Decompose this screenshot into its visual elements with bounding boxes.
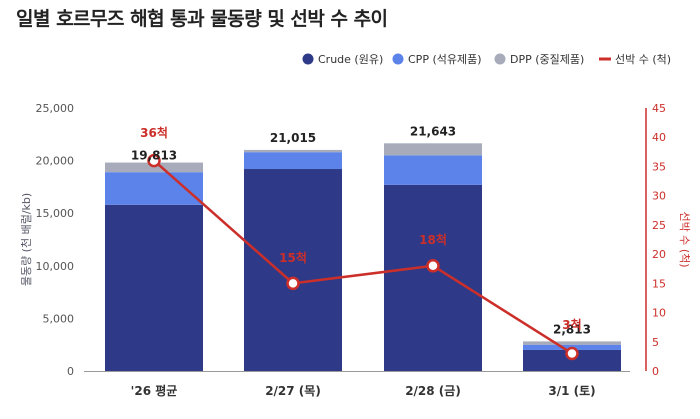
y-tick-label: 0 (67, 365, 74, 378)
y2-tick-label: 15 (652, 277, 666, 290)
legend-marker-3 (599, 57, 611, 61)
y2-tick-label: 25 (652, 219, 666, 232)
bar-crude (523, 349, 621, 371)
ship-count-label: 36척 (140, 125, 168, 140)
ship-count-point (286, 276, 300, 291)
bar-crude (384, 184, 482, 371)
ship-count-label: 15척 (279, 250, 307, 265)
ship-count-polyline (153, 159, 573, 355)
ship-count-point (565, 346, 579, 361)
y2-tick-label: 35 (652, 160, 666, 173)
y2-tick-label: 30 (652, 190, 666, 203)
bar-crude (105, 204, 203, 371)
legend-label-1: CPP (석유제품) (408, 53, 482, 66)
ship-count-label: 18척 (419, 232, 447, 247)
ship-count-line (147, 153, 579, 361)
y-axis-right: 0 5 10 15 20 25 30 35 40 45 선박 수 (척) (645, 102, 691, 378)
y-axis-label: 물동량 (천 배럴/kb) (19, 193, 33, 286)
y2-tick-label: 45 (652, 102, 666, 115)
ship-count-point (426, 259, 440, 273)
y-tick-label: 10,000 (36, 260, 75, 273)
data-labels: 19,813 21,015 21,643 2,813 36척 15척 18척 3척 (131, 124, 591, 336)
bar-cpp (384, 155, 482, 185)
chart-title: 일별 호르무즈 해협 통과 물동량 및 선박 수 추이 (16, 8, 388, 30)
y-tick-label: 5,000 (43, 312, 75, 325)
total-label: 19,813 (131, 149, 177, 163)
bar-dpp (244, 149, 342, 153)
ship-count-point (147, 153, 161, 168)
y-axis-left: 0 5,000 10,000 15,000 20,000 25,000 물동량 (천 배럴/… (19, 102, 74, 378)
ship-count-label: 3척 (562, 317, 581, 332)
y-tick-label: 20,000 (36, 155, 75, 168)
y-tick-label: 25,000 (36, 102, 75, 115)
legend-label-2: DPP (중질제품) (510, 53, 584, 66)
legend-label-0: Crude (원유) (318, 53, 383, 66)
bar-crude (244, 169, 342, 371)
y2-tick-label: 5 (652, 336, 659, 349)
y2-axis-label: 선박 수 (척) (678, 211, 691, 267)
bar-cpp (105, 172, 203, 205)
x-tick-label: 2/28 (금) (405, 384, 461, 398)
y2-tick-label: 10 (652, 307, 666, 320)
y-tick-label: 15,000 (36, 207, 75, 220)
legend-marker-0 (302, 53, 314, 65)
bar-dpp (523, 341, 621, 345)
total-label: 2,813 (553, 322, 591, 336)
legend-marker-2 (494, 53, 506, 65)
x-tick-label: '26 평균 (131, 384, 178, 398)
bar-cpp (244, 152, 342, 170)
bar-dpp (384, 143, 482, 156)
total-label: 21,015 (270, 131, 316, 145)
legend-marker-1 (392, 53, 404, 65)
y2-tick-label: 20 (652, 248, 666, 261)
y2-tick-label: 0 (652, 365, 659, 378)
bar-dpp (105, 162, 203, 173)
legend-label-3: 선박 수 (척) (615, 53, 671, 66)
legend: Crude (원유) CPP (석유제품) DPP (중질제품) 선박 수 (척) (302, 53, 671, 66)
x-tick-label: 2/27 (목) (265, 384, 321, 398)
x-axis: '26 평균 2/27 (목) 2/28 (금) 3/1 (토) (84, 371, 630, 398)
x-tick-label: 3/1 (토) (548, 384, 595, 398)
total-label: 21,643 (410, 124, 456, 138)
y2-tick-label: 40 (652, 131, 666, 144)
